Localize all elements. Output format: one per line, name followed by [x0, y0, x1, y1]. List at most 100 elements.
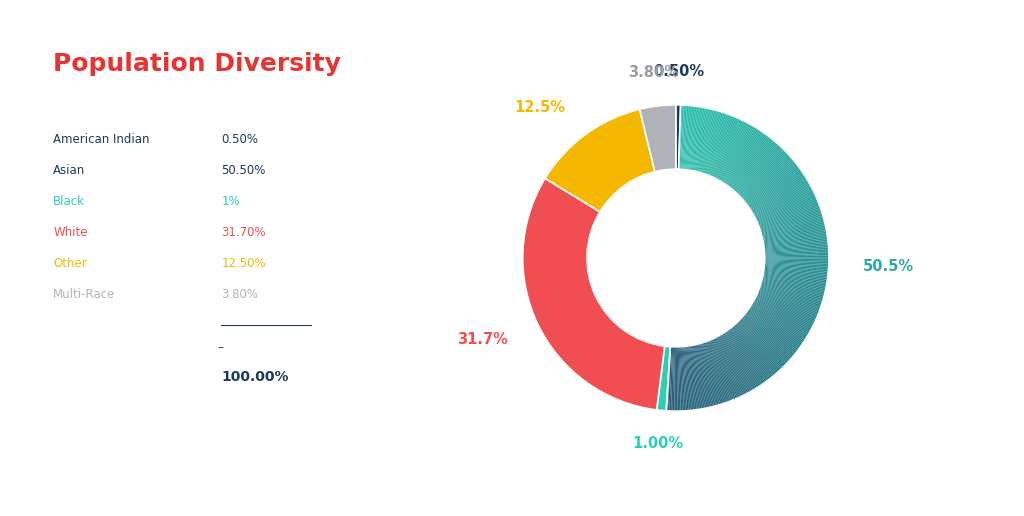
Text: 3.80%: 3.80% — [628, 65, 679, 80]
Wedge shape — [723, 128, 759, 183]
Wedge shape — [676, 105, 681, 169]
Wedge shape — [754, 183, 810, 215]
Wedge shape — [759, 202, 819, 226]
Text: Asian: Asian — [53, 164, 85, 177]
Wedge shape — [694, 345, 710, 408]
Wedge shape — [764, 246, 828, 252]
Wedge shape — [745, 313, 797, 353]
Wedge shape — [676, 347, 678, 411]
Wedge shape — [734, 324, 778, 373]
Wedge shape — [728, 329, 768, 381]
Wedge shape — [764, 239, 828, 248]
Wedge shape — [668, 347, 672, 411]
Wedge shape — [762, 220, 824, 237]
Wedge shape — [724, 129, 760, 184]
Wedge shape — [719, 335, 752, 392]
Wedge shape — [691, 107, 705, 171]
Wedge shape — [722, 127, 757, 183]
Wedge shape — [695, 344, 712, 407]
Wedge shape — [765, 260, 828, 264]
Wedge shape — [700, 343, 719, 406]
Wedge shape — [754, 186, 812, 217]
Wedge shape — [745, 164, 798, 204]
Wedge shape — [685, 346, 693, 410]
Wedge shape — [719, 124, 752, 181]
Wedge shape — [764, 235, 827, 245]
Wedge shape — [764, 264, 828, 270]
Wedge shape — [742, 316, 792, 360]
Wedge shape — [739, 152, 787, 197]
Text: Other: Other — [53, 256, 87, 270]
Wedge shape — [687, 106, 696, 170]
Wedge shape — [731, 139, 773, 189]
Wedge shape — [724, 332, 760, 387]
Wedge shape — [765, 247, 828, 253]
Wedge shape — [751, 305, 806, 340]
Wedge shape — [732, 326, 774, 376]
Text: 1%: 1% — [221, 195, 240, 208]
Wedge shape — [710, 117, 735, 176]
Wedge shape — [713, 119, 741, 178]
Wedge shape — [753, 301, 809, 334]
Wedge shape — [751, 174, 805, 211]
Wedge shape — [725, 131, 763, 185]
Wedge shape — [750, 307, 804, 343]
Wedge shape — [763, 272, 827, 284]
Wedge shape — [717, 122, 748, 180]
Wedge shape — [765, 260, 829, 262]
Wedge shape — [762, 222, 825, 238]
Wedge shape — [640, 105, 676, 172]
Wedge shape — [705, 113, 727, 174]
Wedge shape — [708, 115, 733, 175]
Wedge shape — [760, 206, 820, 229]
Wedge shape — [703, 112, 725, 174]
Wedge shape — [752, 179, 808, 213]
Wedge shape — [759, 289, 819, 314]
Wedge shape — [762, 279, 824, 296]
Wedge shape — [737, 148, 783, 195]
Wedge shape — [761, 214, 823, 233]
Wedge shape — [692, 345, 705, 409]
Wedge shape — [764, 266, 828, 273]
Wedge shape — [741, 317, 791, 361]
Wedge shape — [761, 216, 823, 234]
Wedge shape — [702, 112, 724, 173]
Wedge shape — [752, 304, 807, 338]
Wedge shape — [717, 336, 748, 394]
Wedge shape — [715, 337, 744, 396]
Wedge shape — [756, 191, 814, 220]
Wedge shape — [679, 105, 682, 169]
Wedge shape — [729, 136, 769, 188]
Wedge shape — [684, 106, 692, 170]
Wedge shape — [682, 347, 687, 411]
Wedge shape — [670, 347, 673, 411]
Wedge shape — [707, 114, 730, 175]
Text: 0.50%: 0.50% — [653, 63, 705, 79]
Wedge shape — [764, 243, 828, 250]
Wedge shape — [697, 109, 715, 172]
Wedge shape — [756, 297, 814, 326]
Wedge shape — [678, 347, 681, 411]
Wedge shape — [735, 144, 779, 192]
Wedge shape — [733, 325, 777, 374]
Wedge shape — [736, 323, 780, 371]
Wedge shape — [762, 217, 824, 235]
Wedge shape — [715, 120, 744, 179]
Wedge shape — [765, 255, 829, 257]
Wedge shape — [757, 196, 816, 223]
Wedge shape — [683, 105, 690, 170]
Wedge shape — [689, 106, 700, 170]
Wedge shape — [744, 313, 796, 354]
Wedge shape — [545, 109, 654, 212]
Wedge shape — [759, 205, 820, 228]
Wedge shape — [728, 134, 767, 186]
Wedge shape — [698, 110, 716, 172]
Wedge shape — [764, 270, 827, 281]
Text: 3.80%: 3.80% — [221, 287, 258, 301]
Wedge shape — [725, 331, 763, 385]
Wedge shape — [754, 184, 811, 216]
Wedge shape — [689, 346, 700, 409]
Wedge shape — [682, 105, 689, 169]
Wedge shape — [690, 346, 701, 409]
Wedge shape — [722, 126, 756, 182]
